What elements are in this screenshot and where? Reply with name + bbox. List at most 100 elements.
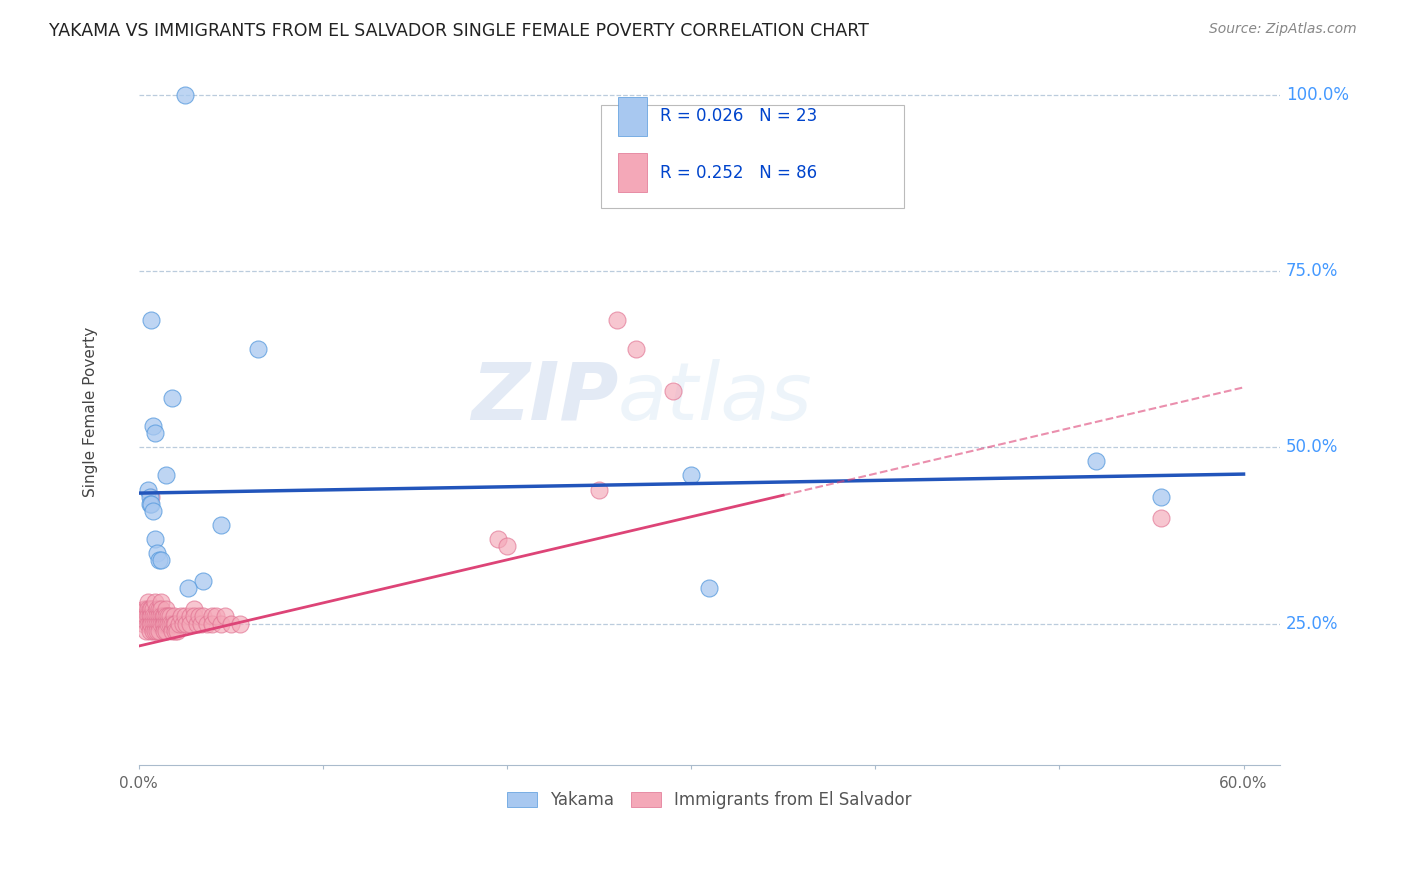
Point: [186, 616, 208, 631]
Point: [588, 483, 610, 497]
Point: [160, 391, 183, 405]
Point: [214, 609, 236, 624]
Point: [183, 609, 205, 624]
Point: [165, 616, 187, 631]
Point: [201, 616, 224, 631]
Point: [606, 313, 628, 327]
Point: [162, 616, 184, 631]
Point: [165, 624, 187, 638]
Point: [146, 609, 169, 624]
Point: [141, 616, 163, 631]
Point: [170, 609, 193, 624]
Point: [142, 602, 165, 616]
FancyBboxPatch shape: [619, 97, 647, 136]
Point: [201, 609, 224, 624]
Point: [141, 490, 163, 504]
Point: [188, 609, 211, 624]
Text: R = 0.026   N = 23: R = 0.026 N = 23: [661, 107, 818, 126]
Point: [157, 609, 180, 624]
Point: [179, 609, 201, 624]
Point: [681, 468, 703, 483]
Point: [138, 602, 160, 616]
Point: [146, 546, 169, 560]
Point: [153, 624, 176, 638]
Point: [141, 313, 163, 327]
Point: [173, 609, 195, 624]
Point: [209, 517, 232, 532]
Point: [149, 616, 172, 631]
Text: R = 0.252   N = 86: R = 0.252 N = 86: [661, 164, 817, 182]
Point: [195, 616, 218, 631]
Point: [624, 342, 647, 356]
Point: [138, 609, 160, 624]
Text: Source: ZipAtlas.com: Source: ZipAtlas.com: [1209, 22, 1357, 37]
Point: [157, 616, 180, 631]
Point: [149, 609, 172, 624]
Point: [148, 609, 170, 624]
Point: [148, 602, 170, 616]
Point: [143, 609, 166, 624]
Point: [699, 582, 721, 596]
Point: [135, 624, 157, 638]
Point: [155, 616, 177, 631]
Point: [149, 602, 172, 616]
Point: [486, 532, 509, 546]
Text: 75.0%: 75.0%: [1286, 262, 1339, 280]
Point: [159, 609, 181, 624]
Point: [149, 595, 172, 609]
Point: [146, 602, 169, 616]
Text: atlas: atlas: [619, 359, 813, 437]
Point: [142, 504, 165, 518]
Point: [1150, 490, 1173, 504]
Point: [141, 609, 163, 624]
Point: [153, 609, 176, 624]
Text: YAKAMA VS IMMIGRANTS FROM EL SALVADOR SINGLE FEMALE POVERTY CORRELATION CHART: YAKAMA VS IMMIGRANTS FROM EL SALVADOR SI…: [49, 22, 869, 40]
Point: [191, 574, 214, 589]
Text: ZIP: ZIP: [471, 359, 619, 437]
Point: [159, 616, 181, 631]
Point: [138, 497, 160, 511]
Point: [132, 609, 155, 624]
Point: [132, 616, 155, 631]
Point: [143, 426, 166, 441]
FancyBboxPatch shape: [600, 105, 904, 208]
Point: [1085, 454, 1108, 468]
Point: [141, 602, 163, 616]
Point: [146, 624, 169, 638]
Point: [177, 582, 200, 596]
FancyBboxPatch shape: [619, 153, 647, 192]
Point: [153, 616, 176, 631]
Point: [148, 616, 170, 631]
Point: [135, 602, 157, 616]
Point: [142, 419, 165, 434]
Point: [152, 609, 174, 624]
Point: [142, 624, 165, 638]
Point: [141, 497, 163, 511]
Point: [152, 616, 174, 631]
Point: [172, 616, 194, 631]
Point: [143, 616, 166, 631]
Point: [136, 609, 159, 624]
Point: [179, 616, 201, 631]
Point: [1150, 510, 1173, 524]
Point: [229, 616, 252, 631]
Point: [183, 602, 205, 616]
Point: [136, 602, 159, 616]
Point: [143, 595, 166, 609]
Legend: Yakama, Immigrants from El Salvador: Yakama, Immigrants from El Salvador: [501, 785, 918, 816]
Point: [167, 616, 190, 631]
Point: [155, 624, 177, 638]
Point: [146, 616, 169, 631]
Point: [136, 483, 159, 497]
Point: [135, 609, 157, 624]
Point: [247, 342, 270, 356]
Text: Single Female Poverty: Single Female Poverty: [83, 327, 98, 497]
Point: [132, 602, 155, 616]
Text: 100.0%: 100.0%: [1286, 86, 1350, 103]
Point: [155, 468, 177, 483]
Point: [136, 595, 159, 609]
Point: [205, 609, 228, 624]
Point: [148, 624, 170, 638]
Point: [148, 553, 170, 567]
Point: [190, 616, 212, 631]
